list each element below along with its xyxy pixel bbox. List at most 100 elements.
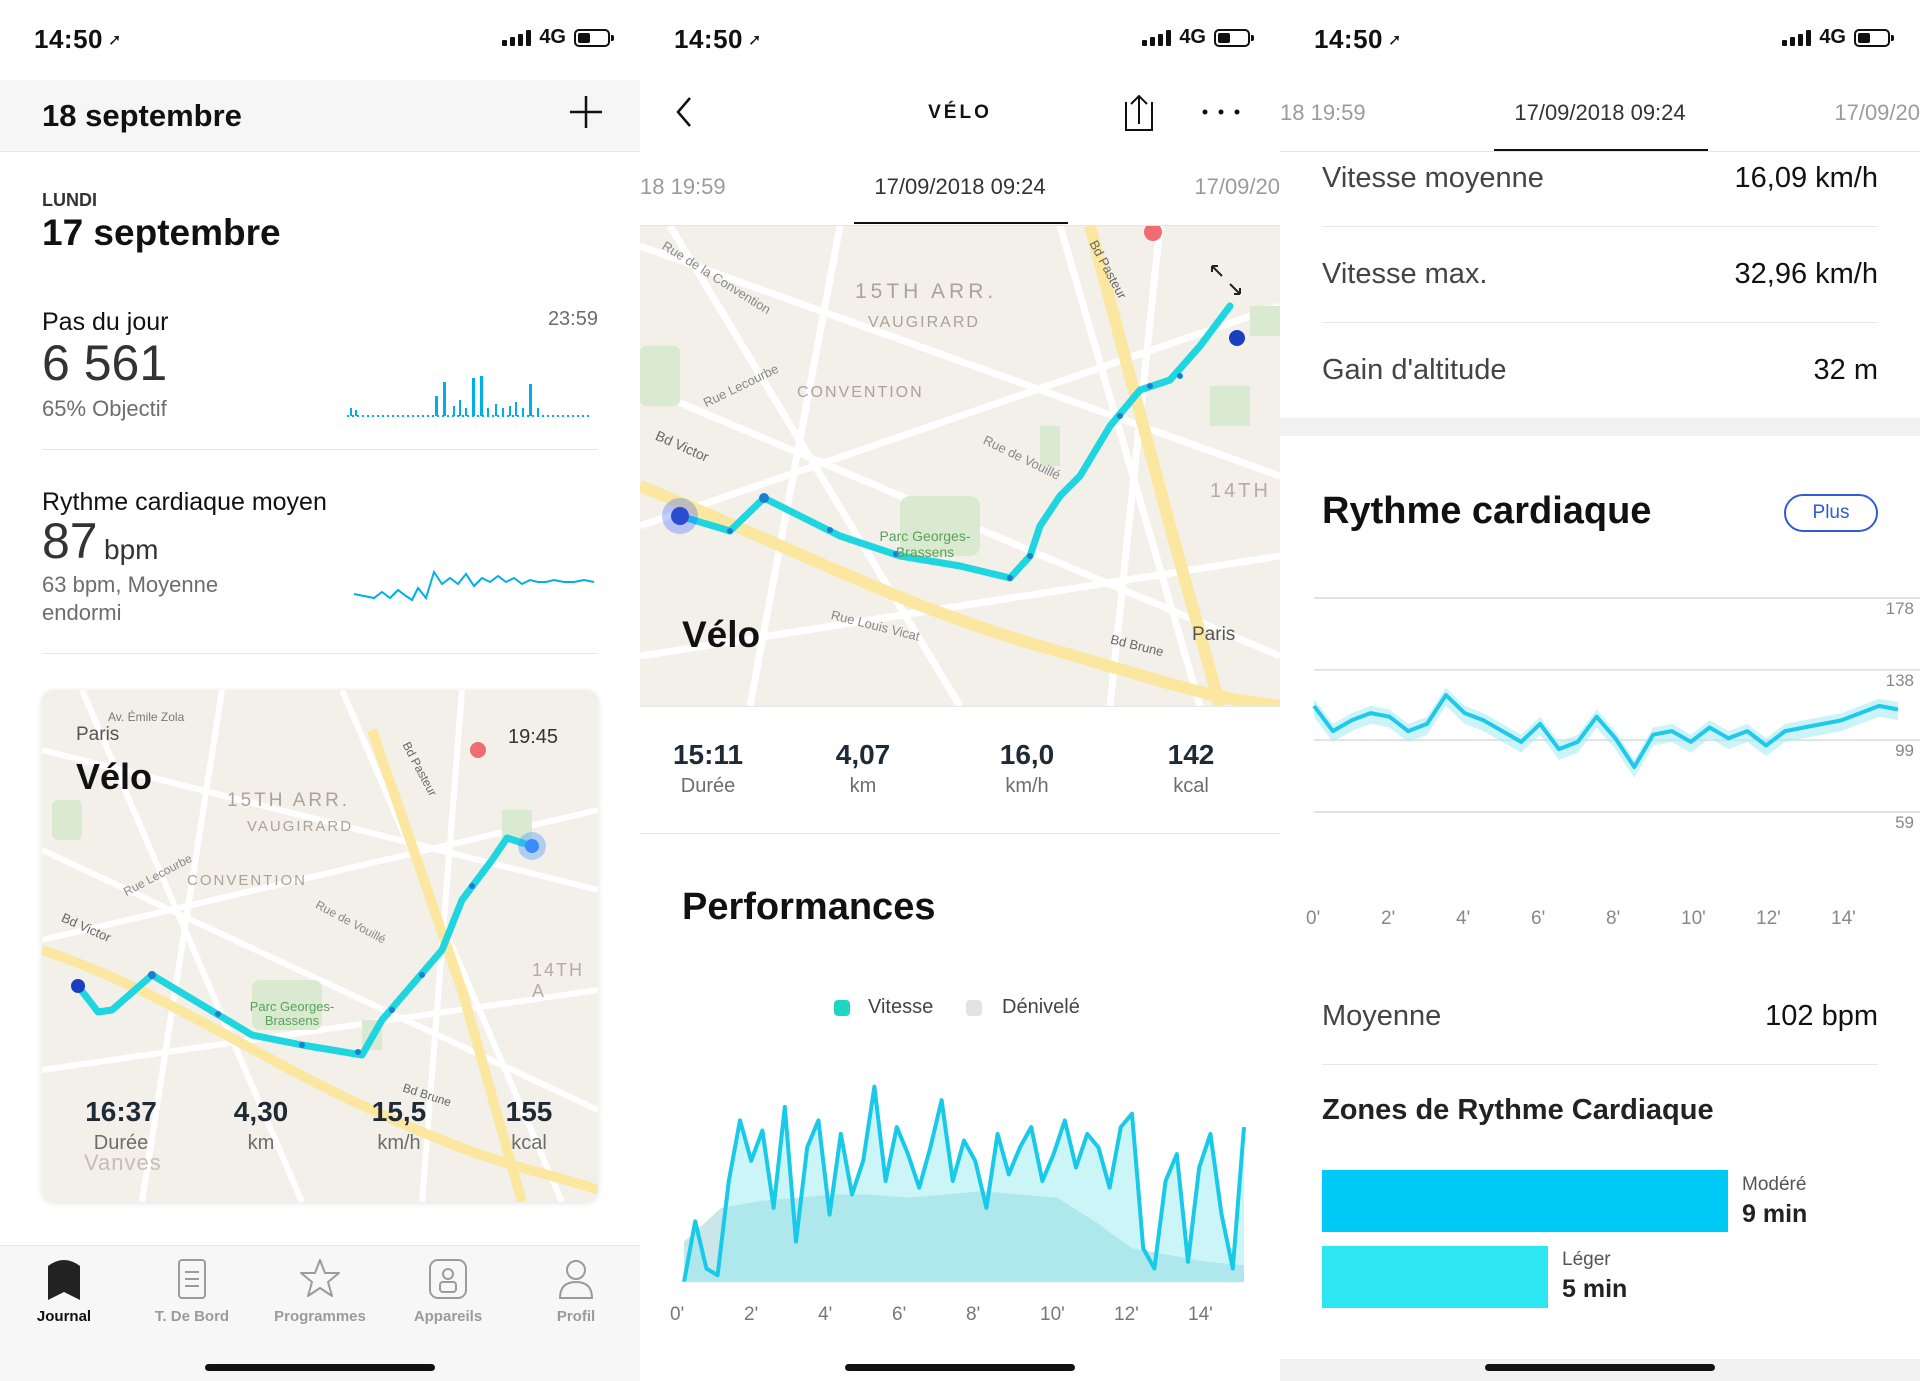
x-tick-label: 8' bbox=[966, 1304, 980, 1325]
divider bbox=[1322, 226, 1878, 227]
back-button[interactable] bbox=[670, 90, 710, 134]
steps-time: 23:59 bbox=[547, 308, 598, 330]
chart-legend: Vitesse Dénivelé bbox=[640, 994, 1280, 1024]
divider bbox=[1322, 322, 1878, 323]
tab-devices[interactable]: Appareils bbox=[388, 1256, 508, 1325]
heart-section-title: Rythme cardiaque bbox=[1322, 490, 1652, 532]
x-tick-label: 2' bbox=[1381, 908, 1395, 929]
x-tick-label: 4' bbox=[1456, 908, 1470, 929]
zone-moderate-name: Modéré bbox=[1742, 1174, 1807, 1195]
more-icon bbox=[1202, 109, 1240, 115]
nav-bar: VÉLO bbox=[640, 80, 1280, 150]
expand-icon bbox=[1211, 265, 1241, 295]
zone-moderate-duration: 9 min bbox=[1742, 1200, 1808, 1228]
performances-title: Performances bbox=[682, 886, 936, 928]
row-altitude-label: Gain d'altitude bbox=[1322, 354, 1507, 386]
map-label-arr: 15TH ARR. bbox=[855, 280, 998, 303]
status-bar: 14:50 ➚ 4G bbox=[640, 0, 1280, 80]
map-label-park: Parc Georges-Brassens bbox=[879, 528, 971, 560]
date-tab-prev[interactable]: 18 19:59 bbox=[640, 174, 726, 199]
activity-title: Vélo bbox=[76, 756, 153, 797]
y-tick-label: 178 bbox=[1886, 599, 1914, 618]
journal-icon bbox=[48, 1260, 80, 1300]
status-bar: 14:50 ➚ 4G bbox=[0, 0, 640, 80]
tab-profile[interactable]: Profil bbox=[516, 1256, 636, 1325]
tab-bar: Journal T. De Bord Programmes Appareils … bbox=[0, 1245, 640, 1381]
heart-sub-2: endormi bbox=[42, 600, 122, 625]
map-label-convention: CONVENTION bbox=[797, 384, 924, 401]
divider bbox=[42, 653, 598, 654]
heart-unit: bpm bbox=[104, 534, 159, 565]
stat-distance: 4,07 km bbox=[835, 739, 891, 797]
x-tick-label: 8' bbox=[1606, 908, 1620, 929]
date-tab-current[interactable]: 17/09/2018 09:24 bbox=[874, 174, 1046, 199]
date-tab-prev[interactable]: 18 19:59 bbox=[1280, 100, 1366, 125]
more-options-button[interactable] bbox=[1200, 104, 1242, 122]
tab-journal[interactable]: Journal bbox=[4, 1256, 124, 1325]
status-time: 14:50 bbox=[674, 24, 743, 54]
share-button[interactable] bbox=[1122, 90, 1156, 134]
heart-rate-card[interactable]: Rythme cardiaque moyen 87 bpm 63 bpm, Mo… bbox=[42, 480, 598, 630]
network-label: 4G bbox=[539, 26, 566, 48]
activity-screen: 14:50 ➚ 4G VÉLO 18 19:59 17/09/2018 09:2… bbox=[640, 0, 1280, 1381]
page-title: 18 septembre bbox=[42, 98, 242, 133]
divider bbox=[1322, 1064, 1878, 1065]
tab-dashboard[interactable]: T. De Bord bbox=[132, 1256, 252, 1325]
x-tick-label: 12' bbox=[1114, 1304, 1139, 1325]
steps-value: 6 561 bbox=[42, 335, 168, 391]
details-screen: 14:50 ➚ 4G 18 19:59 17/09/2018 09:24 17/… bbox=[1280, 0, 1920, 1381]
row-max-speed-label: Vitesse max. bbox=[1322, 258, 1488, 290]
activity-card[interactable]: Paris Av. Émile Zola 15TH ARR. VAUGIRARD… bbox=[42, 690, 598, 1202]
plus-icon bbox=[570, 96, 602, 128]
chevron-left-icon bbox=[676, 97, 691, 127]
tab-programs[interactable]: Programmes bbox=[260, 1256, 380, 1325]
stat-speed: 16,0 km/h bbox=[999, 739, 1055, 797]
route-map bbox=[42, 690, 598, 1202]
status-time: 14:50 bbox=[1314, 24, 1383, 54]
x-tick-label: 10' bbox=[1040, 1304, 1065, 1325]
date-tab-current[interactable]: 17/09/2018 09:24 bbox=[1514, 100, 1686, 125]
network-label: 4G bbox=[1179, 26, 1206, 48]
legend-elevation-swatch bbox=[966, 1000, 982, 1016]
date-tab-next[interactable]: 17/09/20 bbox=[1194, 174, 1280, 199]
map-label-vanves: Vanves bbox=[84, 1150, 162, 1175]
row-avg-speed-label: Vitesse moyenne bbox=[1322, 162, 1544, 194]
legend-speed-swatch bbox=[834, 1000, 850, 1016]
map-label-vaugirard: VAUGIRARD bbox=[247, 818, 354, 835]
profile-icon bbox=[558, 1260, 594, 1299]
divider bbox=[42, 449, 598, 450]
y-tick-label: 59 bbox=[1895, 813, 1914, 832]
journal-header: 18 septembre bbox=[0, 80, 640, 152]
signal-icon bbox=[502, 29, 532, 46]
stats-row: 15:11 Durée 4,07 km 16,0 km/h 142 kcal bbox=[640, 706, 1280, 834]
average-value: 102 bpm bbox=[1765, 1000, 1878, 1032]
date-tab-next[interactable]: 17/09/20 bbox=[1834, 100, 1920, 125]
activity-stat-distance: 4,30 km bbox=[233, 1096, 289, 1154]
speed-line bbox=[682, 1084, 1246, 1283]
speed-area bbox=[684, 1086, 1244, 1282]
heart-rate-range bbox=[1314, 687, 1898, 778]
signal-icon bbox=[1782, 29, 1812, 46]
activity-stat-speed: 15,5 km/h bbox=[371, 1096, 427, 1154]
map-label-vaugirard: VAUGIRARD bbox=[868, 314, 980, 331]
map-label-paris: Paris bbox=[1192, 624, 1236, 645]
x-tick-label: 6' bbox=[1531, 908, 1545, 929]
map-label-14th: 14TH A bbox=[532, 960, 585, 1001]
heart-sparkline bbox=[354, 569, 594, 602]
signal-icon bbox=[1142, 29, 1172, 46]
x-tick-label: 0' bbox=[670, 1304, 684, 1325]
date-tabs: 18 19:59 17/09/2018 09:24 17/09/20 bbox=[1280, 80, 1920, 152]
heart-title: Rythme cardiaque moyen bbox=[42, 488, 327, 516]
add-button[interactable] bbox=[566, 92, 606, 132]
more-button[interactable]: Plus bbox=[1784, 494, 1878, 532]
steps-card[interactable]: Pas du jour 23:59 6 561 65% Objectif bbox=[42, 300, 598, 430]
legend-speed-label: Vitesse bbox=[868, 996, 934, 1018]
route-map[interactable] bbox=[640, 226, 1280, 706]
y-tick-label: 138 bbox=[1886, 671, 1914, 690]
home-indicator bbox=[1485, 1364, 1715, 1371]
expand-map-button[interactable] bbox=[1208, 262, 1244, 303]
zone-light-name: Léger bbox=[1562, 1249, 1611, 1270]
heart-sub-1: 63 bpm, Moyenne bbox=[42, 572, 219, 597]
share-icon bbox=[1125, 94, 1153, 131]
map-label-zola: Av. Émile Zola bbox=[108, 710, 185, 724]
